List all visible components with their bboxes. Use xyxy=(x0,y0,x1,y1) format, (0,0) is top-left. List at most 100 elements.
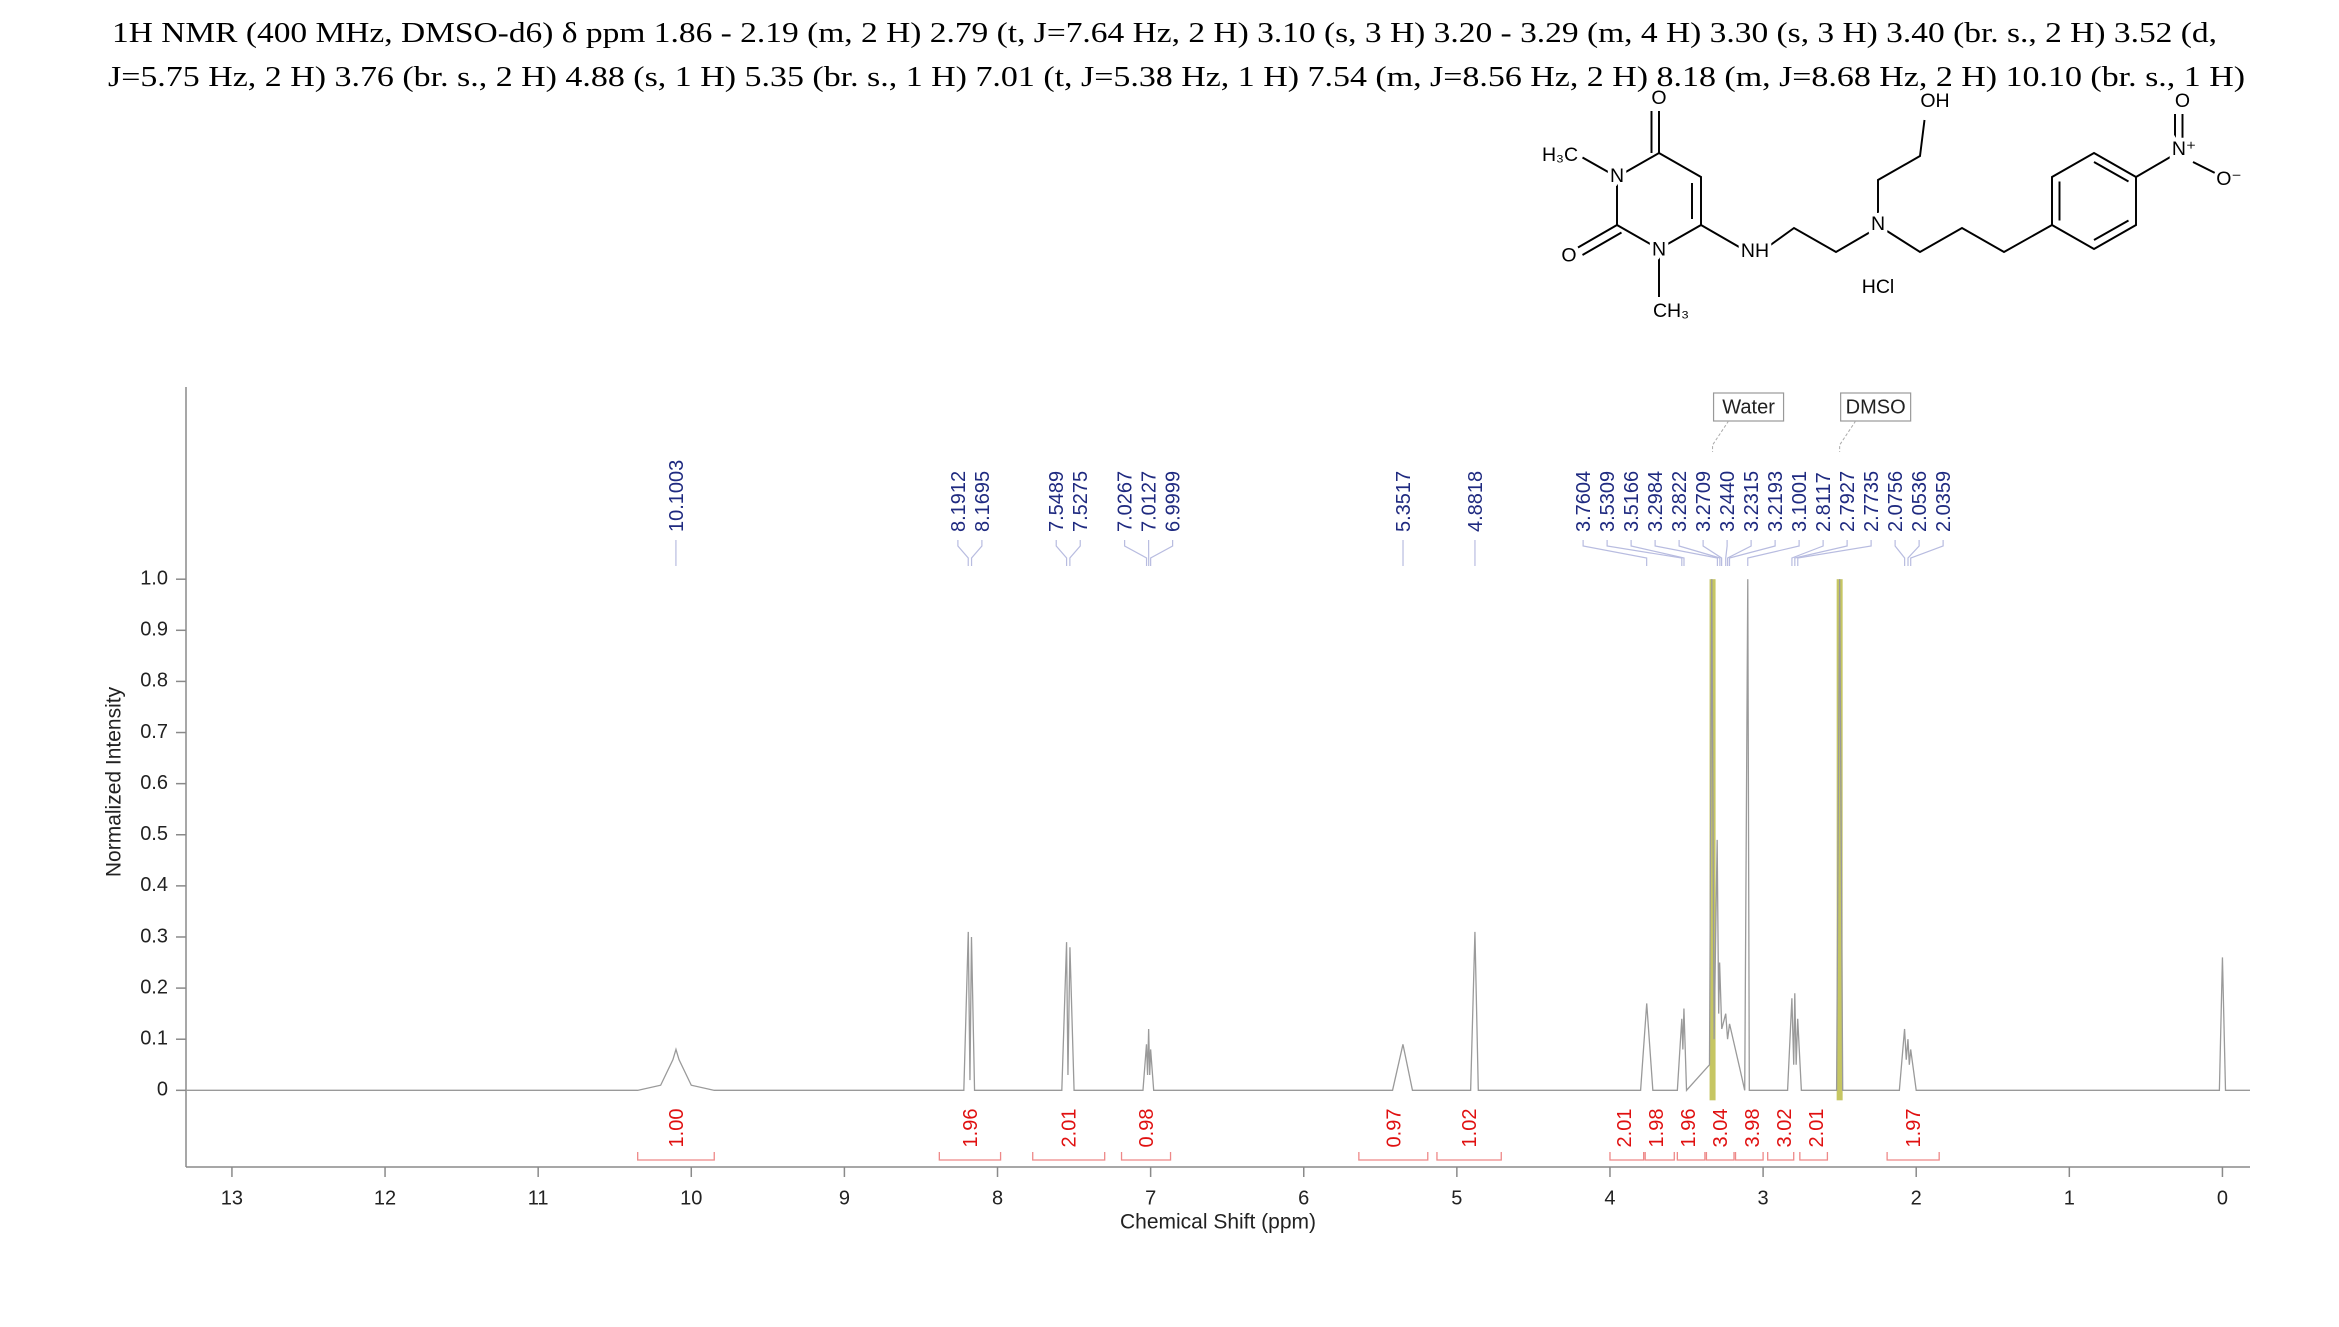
peak-label: 8.1695 xyxy=(972,471,994,532)
peak-label: 3.2984 xyxy=(1645,471,1667,532)
integral-label: 1.98 xyxy=(1646,1109,1668,1148)
x-tick-label: 10 xyxy=(680,1187,702,1209)
peak-leader xyxy=(1702,540,1723,566)
peak-label: 7.5489 xyxy=(1046,471,1068,532)
x-tick-label: 7 xyxy=(1145,1187,1156,1209)
atom-label: O xyxy=(1561,245,1576,267)
y-tick-label: 0.9 xyxy=(140,619,168,641)
x-tick-label: 0 xyxy=(2217,1187,2228,1209)
peak-leader xyxy=(1150,540,1174,566)
peak-leader xyxy=(970,540,983,566)
peak-label: 2.7735 xyxy=(1861,471,1883,532)
peak-leader xyxy=(1069,540,1081,566)
solvent-highlight xyxy=(1836,579,1843,1101)
integral-bracket xyxy=(938,1152,1002,1161)
y-tick-label: 0.6 xyxy=(140,772,168,794)
x-tick-label: 5 xyxy=(1451,1187,1462,1209)
integral-bracket xyxy=(1644,1152,1675,1161)
atom-label: NH xyxy=(1741,240,1769,262)
y-axis-title: Normalized Intensity xyxy=(103,686,126,877)
atom-label: N⁺ xyxy=(2172,138,2196,160)
integral-label: 1.96 xyxy=(960,1109,982,1148)
y-tick-label: 0.7 xyxy=(140,721,168,743)
x-tick-label: 6 xyxy=(1298,1187,1309,1209)
integral-label: 2.01 xyxy=(1806,1109,1828,1148)
annotation-box xyxy=(1840,392,1912,422)
peak-leader xyxy=(1124,540,1148,566)
peak-label: 2.0756 xyxy=(1885,471,1907,532)
peak-leader xyxy=(1797,540,1872,566)
peak-label: 3.5166 xyxy=(1621,471,1643,532)
peak-label: 10.1003 xyxy=(666,460,688,532)
atom-label: H₃C xyxy=(1542,144,1578,166)
annotation-box xyxy=(1712,392,1785,422)
y-tick-label: 0.8 xyxy=(140,670,168,692)
y-tick-label: 0.3 xyxy=(140,925,168,947)
integral-bracket xyxy=(637,1152,715,1161)
integral-label: 2.01 xyxy=(1059,1109,1081,1148)
peak-label: 8.1912 xyxy=(948,471,970,532)
x-tick-label: 12 xyxy=(374,1187,396,1209)
peak-leader xyxy=(1727,540,1752,566)
atom-label: O xyxy=(2175,90,2190,112)
integral-label: 3.04 xyxy=(1710,1109,1732,1148)
peak-label: 3.2822 xyxy=(1669,471,1691,532)
peak-label: 2.8117 xyxy=(1813,472,1835,532)
integral-bracket xyxy=(1120,1152,1172,1161)
peak-label: 7.0267 xyxy=(1115,471,1137,532)
atom-label: O xyxy=(1651,87,1666,109)
bond xyxy=(1577,111,2053,297)
integral-label: 1.96 xyxy=(1678,1109,1700,1148)
integral-label: 3.02 xyxy=(1774,1109,1796,1148)
peak-leader xyxy=(1907,540,1920,566)
y-tick-label: 0 xyxy=(157,1079,168,1101)
integral-bracket xyxy=(1705,1152,1735,1161)
x-tick-label: 13 xyxy=(221,1187,243,1209)
peak-leader xyxy=(1791,540,1824,566)
annotation-label: Water xyxy=(1722,396,1775,418)
peak-leader xyxy=(957,540,969,566)
peak-label: 3.7604 xyxy=(1573,471,1595,532)
integral-label: 1.02 xyxy=(1459,1109,1481,1148)
peak-label: 3.2440 xyxy=(1717,471,1739,532)
spectrum-trace xyxy=(186,579,2250,1092)
peak-label: 3.2709 xyxy=(1693,471,1715,532)
peak-leader xyxy=(1747,540,1800,566)
integral-label: 1.97 xyxy=(1903,1109,1925,1148)
x-tick-label: 4 xyxy=(1604,1187,1615,1209)
peak-label: 3.2193 xyxy=(1765,471,1787,532)
integral-label: 0.97 xyxy=(1383,1109,1405,1148)
integral-bracket xyxy=(1032,1152,1106,1161)
integral-label: 1.00 xyxy=(666,1109,688,1148)
atom-label: HCl xyxy=(1862,276,1894,298)
peak-label: 5.3517 xyxy=(1393,471,1415,532)
x-tick-label: 3 xyxy=(1758,1187,1769,1209)
x-tick-label: 2 xyxy=(1911,1187,1922,1209)
peak-leader xyxy=(1728,540,1776,566)
atom-label: N xyxy=(1871,213,1885,235)
x-tick-label: 11 xyxy=(528,1187,549,1209)
integral-label: 0.98 xyxy=(1136,1109,1158,1148)
structure: O H₃C N O N CH₃ NH OH N HCl O N⁺ O⁻ xyxy=(1538,83,2245,326)
peak-leader xyxy=(1606,540,1683,566)
atom-label: N xyxy=(1652,239,1666,261)
integral-label: 3.98 xyxy=(1742,1109,1764,1148)
peak-leader xyxy=(1055,540,1068,566)
peak-leader xyxy=(1725,540,1728,566)
bond xyxy=(2051,114,2218,251)
title-line: J=5.75 Hz, 2 H) 3.76 (br. s., 2 H) 4.88 … xyxy=(108,62,2245,93)
peak-label: 2.0536 xyxy=(1909,471,1931,532)
integral-bracket xyxy=(1676,1152,1706,1161)
peak-label: 4.8818 xyxy=(1465,471,1487,532)
integral-bracket xyxy=(1734,1152,1764,1161)
peak-label: 3.5309 xyxy=(1597,471,1619,532)
integral-bracket xyxy=(1609,1152,1645,1161)
x-axis-title: Chemical Shift (ppm) xyxy=(1120,1211,1316,1234)
integral-label: 2.01 xyxy=(1614,1109,1636,1148)
y-tick-label: 0.2 xyxy=(140,976,168,998)
atom-label: OH xyxy=(1920,90,1949,112)
annotation-label: DMSO xyxy=(1846,396,1906,418)
title-line: 1H NMR (400 MHz, DMSO-d6) δ ppm 1.86 - 2… xyxy=(112,18,2217,49)
